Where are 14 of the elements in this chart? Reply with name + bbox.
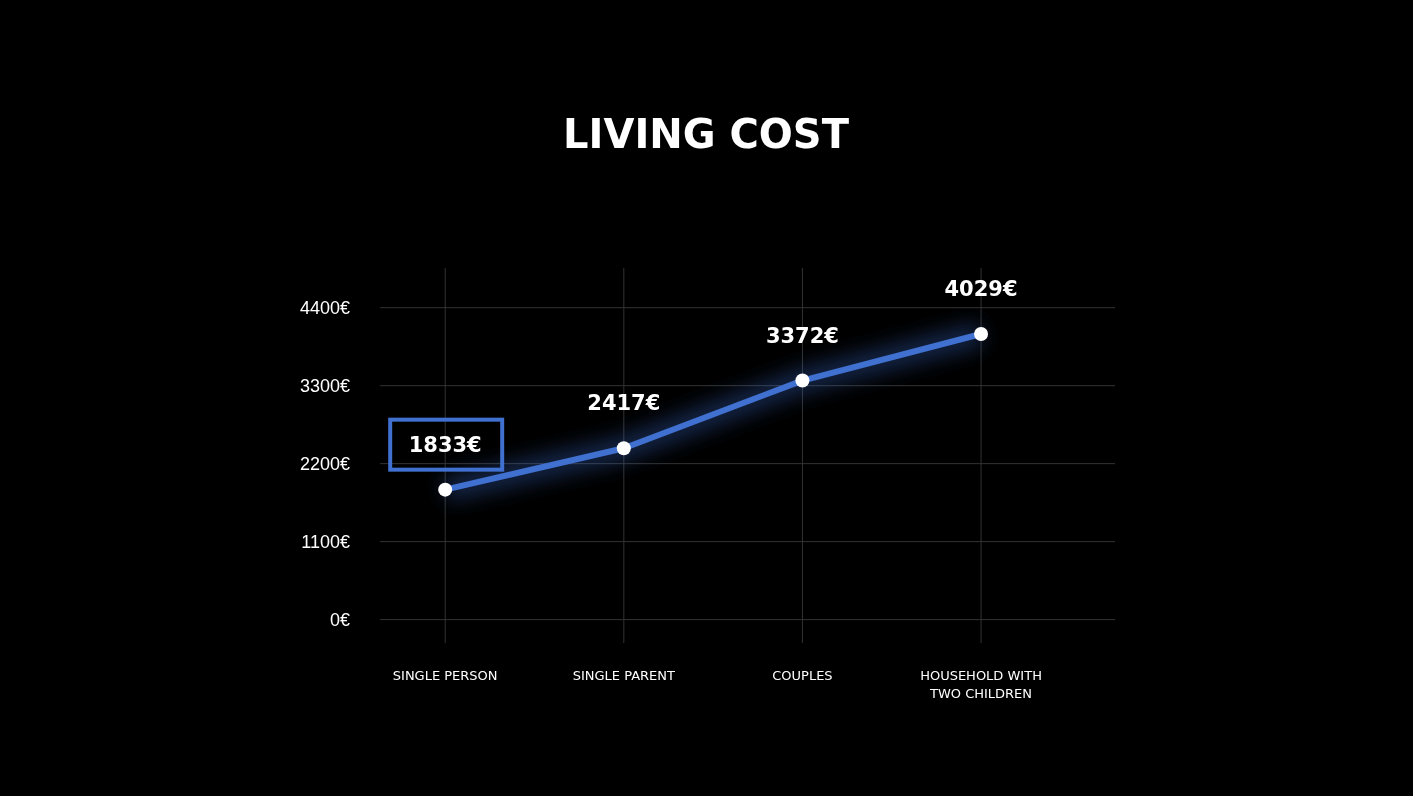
data-label: 1833€ [408,432,482,457]
chart-title: LIVING COST [563,111,850,157]
y-tick-label: 2200€ [299,453,350,474]
x-tick-label: SINGLE PARENT [572,668,676,683]
data-label: 3372€ [765,323,839,348]
data-label: 4029€ [944,277,1018,301]
y-tick-label: 1100€ [301,531,350,552]
x-tick-label: COUPLES [772,668,833,683]
x-tick-label: HOUSEHOLD WITH TWO CHILDREN [920,668,1042,701]
x-tick-label: SINGLE PERSON [392,668,498,683]
y-tick-label: 4400€ [299,297,350,318]
data-label: 2417€ [587,391,661,416]
y-tick-label: 3300€ [299,375,350,396]
y-tick-label: 0€ [329,609,350,630]
